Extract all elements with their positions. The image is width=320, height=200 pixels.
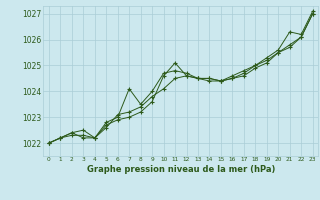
X-axis label: Graphe pression niveau de la mer (hPa): Graphe pression niveau de la mer (hPa) bbox=[87, 165, 275, 174]
